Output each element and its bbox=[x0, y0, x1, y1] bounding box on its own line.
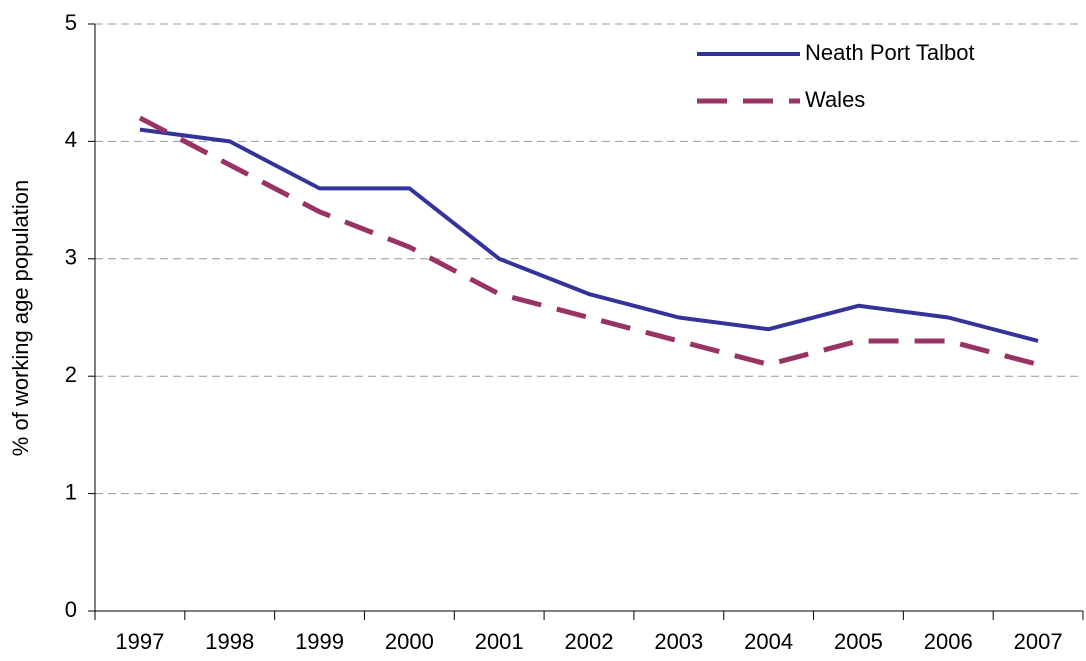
y-tick-label: 1 bbox=[65, 479, 77, 504]
y-axis-label: % of working age population bbox=[8, 180, 33, 456]
legend-label: Neath Port Talbot bbox=[805, 40, 975, 65]
series-line bbox=[139, 127, 1039, 343]
x-tick-label: 1997 bbox=[115, 629, 164, 654]
y-tick-label: 3 bbox=[65, 245, 77, 270]
x-tick-label: 2007 bbox=[1014, 629, 1063, 654]
x-tick-label: 1998 bbox=[205, 629, 254, 654]
y-tick-label: 0 bbox=[65, 597, 77, 622]
x-tick-label: 2002 bbox=[565, 629, 614, 654]
series-line bbox=[138, 115, 1039, 367]
y-tick-label: 5 bbox=[65, 10, 77, 35]
y-tick-label: 2 bbox=[65, 362, 77, 387]
legend-label: Wales bbox=[805, 87, 865, 112]
x-tick-label: 2000 bbox=[385, 629, 434, 654]
x-tick-label: 2001 bbox=[475, 629, 524, 654]
x-tick-label: 1999 bbox=[295, 629, 344, 654]
y-tick-label: 4 bbox=[65, 127, 77, 152]
x-tick-label: 2003 bbox=[654, 629, 703, 654]
x-tick-label: 2006 bbox=[924, 629, 973, 654]
x-tick-label: 2005 bbox=[834, 629, 883, 654]
x-tick-label: 2004 bbox=[744, 629, 793, 654]
